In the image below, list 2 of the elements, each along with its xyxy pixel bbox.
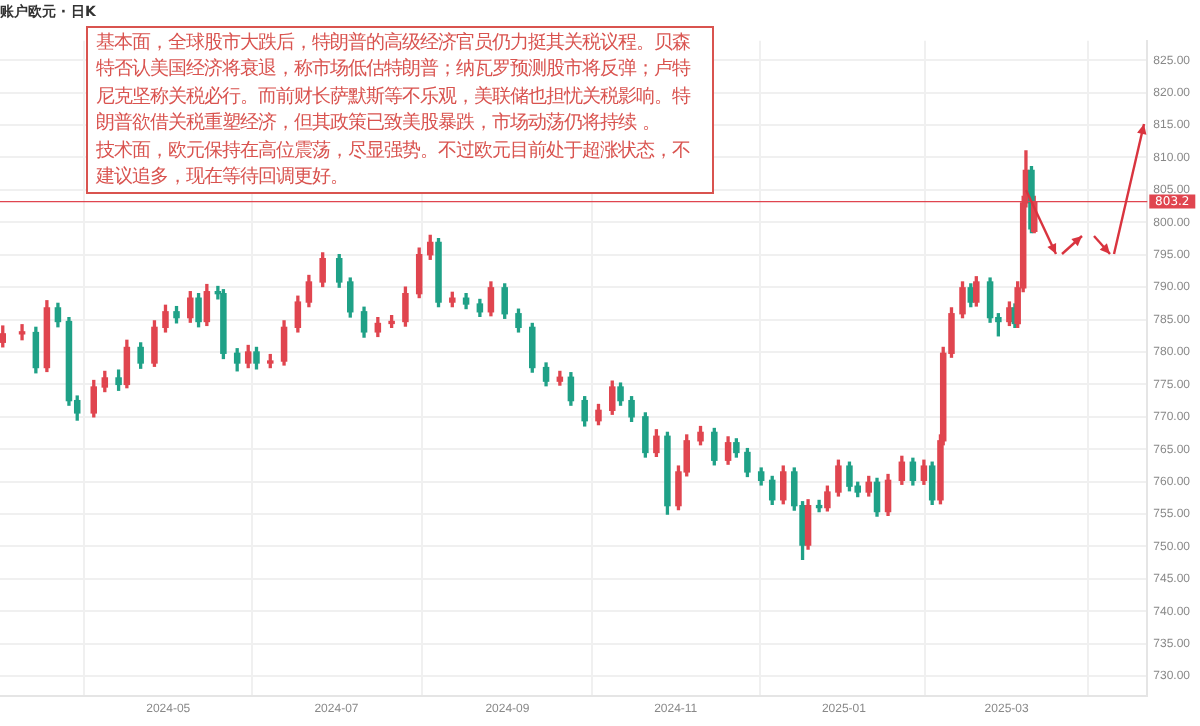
annotation: 技术面，欧元保持在高位震荡，尽显强势。不过欧元目前处于超涨状态，不建议追多，现在等待回调更好。	[96, 137, 692, 191]
annotation: 基本面，全球股市大跌后，特朗普的高级经济官员仍力挺其关税议程。贝森特否认美国经济将衰退，称市场低估特朗普；纳瓦罗预测股市将反弹；卢特尼克坚称关税必行。而前财长萨默斯等不乐观，美联储也担忧关税影响。特朗普欲借关税重塑经济，但其政策已致美股暴跌，市场动荡仍将持续 。	[96, 30, 693, 138]
